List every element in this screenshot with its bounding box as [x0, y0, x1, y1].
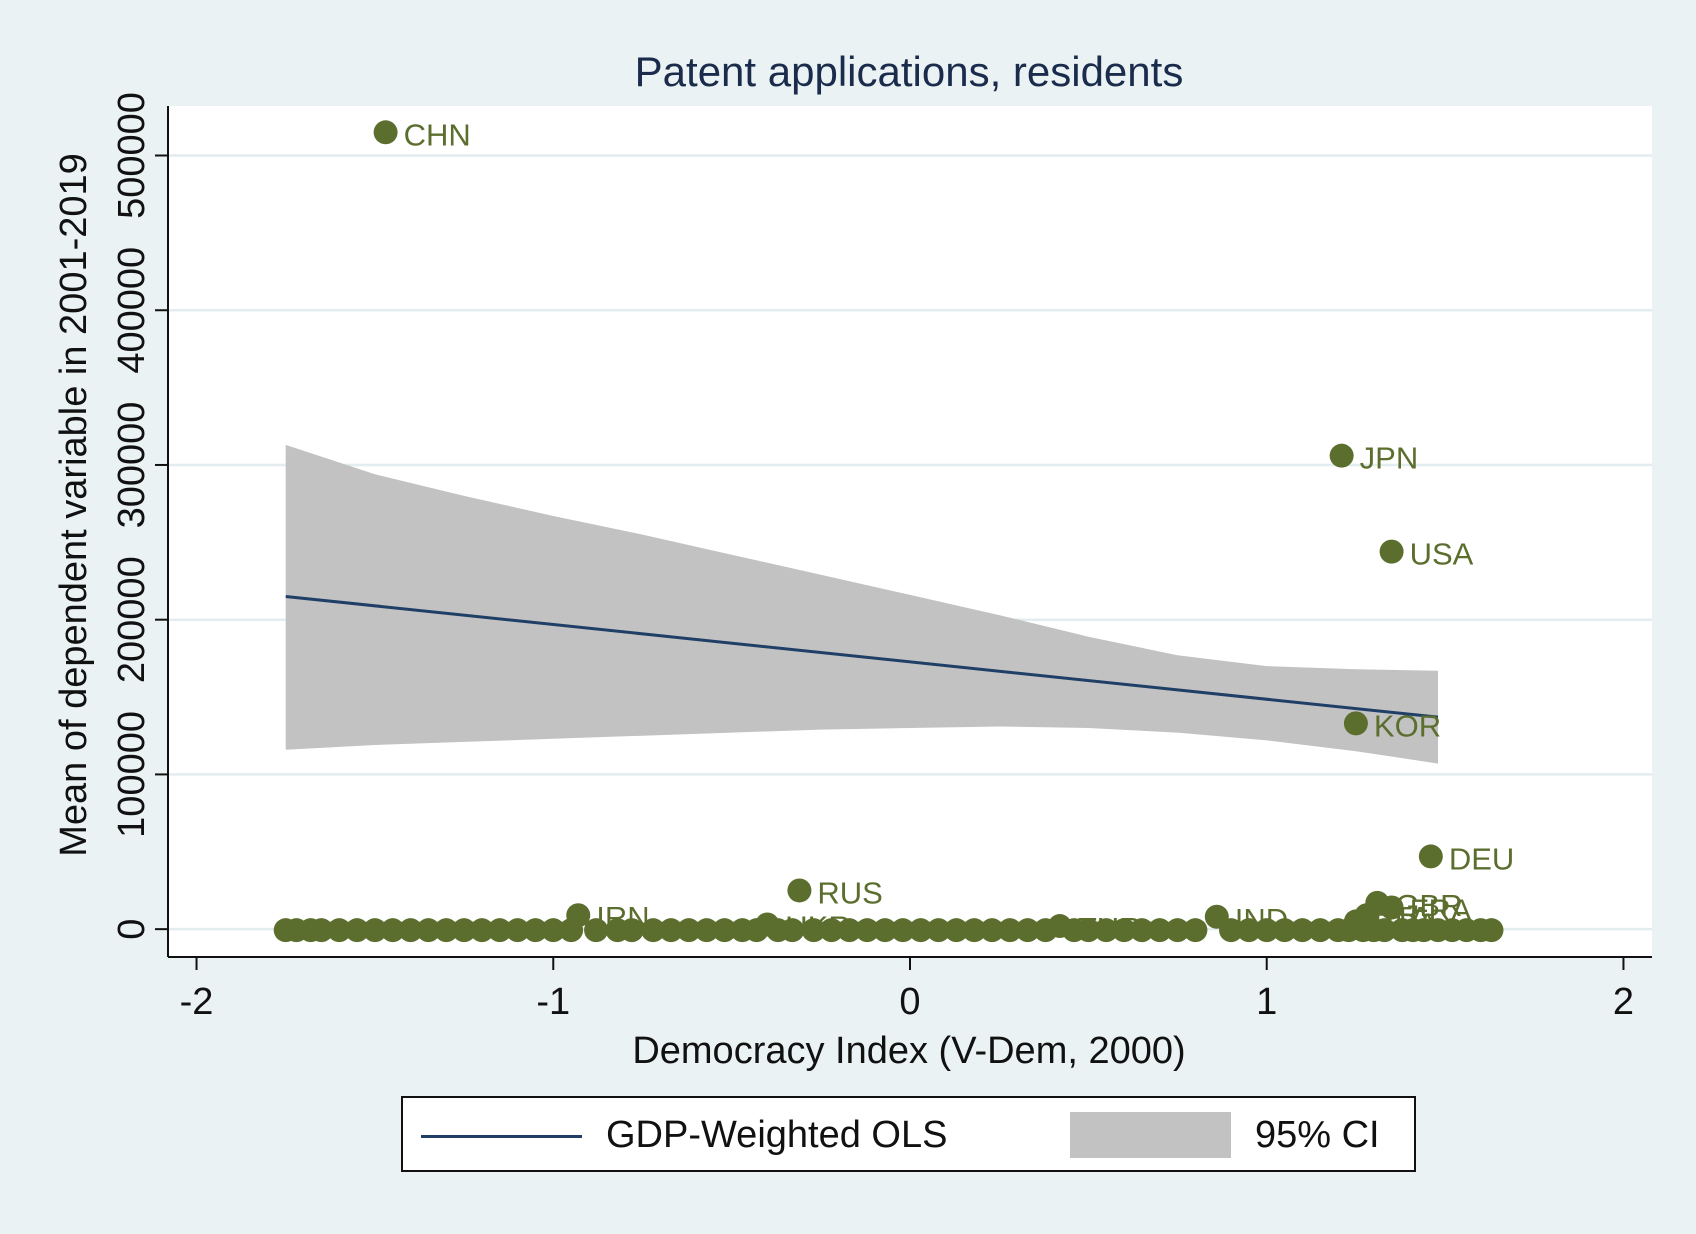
- legend-line-swatch: [421, 1135, 582, 1138]
- y-axis-label: Mean of dependent variable in 2001-2019: [53, 153, 95, 857]
- point-ukr: [755, 913, 779, 937]
- point-deu: [1419, 844, 1443, 868]
- x-axis-label: Democracy Index (V-Dem, 2000): [632, 1030, 1185, 1072]
- y-tick-label-0: 0: [111, 919, 153, 940]
- legend-label-ols: GDP-Weighted OLS: [606, 1112, 947, 1158]
- point-label-tur: TUR: [1078, 911, 1142, 946]
- point-usa: [1380, 540, 1404, 564]
- point-label-jpn: JPN: [1360, 441, 1419, 476]
- chart-title: Patent applications, residents: [635, 48, 1184, 95]
- point-label-usa: USA: [1410, 537, 1474, 572]
- legend: GDP-Weighted OLS 95% CI: [401, 1096, 1416, 1172]
- y-tick-label-1: 100000: [111, 711, 153, 838]
- point-rus: [787, 878, 811, 902]
- cluster-point-70: [1479, 918, 1503, 942]
- point-label-chn: CHN: [404, 117, 471, 152]
- point-label-rus: RUS: [817, 875, 882, 910]
- y-tick-label-2: 200000: [111, 556, 153, 683]
- point-kor: [1344, 711, 1368, 735]
- x-tick-label-2: 0: [899, 981, 920, 1023]
- x-tick-label-3: 1: [1256, 981, 1277, 1023]
- point-label-kor: KOR: [1374, 708, 1441, 743]
- point-ind: [1205, 905, 1229, 929]
- point-jpn: [1330, 444, 1354, 468]
- point-tur: [1048, 914, 1072, 938]
- point-label-ukr: UKR: [785, 910, 850, 945]
- point-ita: [1355, 903, 1379, 927]
- y-tick-label-3: 300000: [111, 402, 153, 529]
- point-chn: [374, 120, 398, 144]
- x-tick-label-4: 2: [1613, 981, 1634, 1023]
- legend-band-swatch: [1070, 1112, 1231, 1158]
- point-label-deu: DEU: [1449, 841, 1514, 876]
- point-irn: [566, 903, 590, 927]
- legend-label-ci: 95% CI: [1255, 1112, 1380, 1158]
- y-tick-label-4: 400000: [111, 247, 153, 374]
- x-tick-label-0: -2: [180, 981, 214, 1023]
- point-label-ita: ITA: [1385, 900, 1431, 935]
- cluster-point-51: [1183, 918, 1207, 942]
- x-tick-label-1: -1: [536, 981, 570, 1023]
- point-label-irn: IRN: [596, 900, 649, 935]
- point-label-ind: IND: [1235, 902, 1288, 937]
- y-tick-label-5: 500000: [111, 92, 153, 219]
